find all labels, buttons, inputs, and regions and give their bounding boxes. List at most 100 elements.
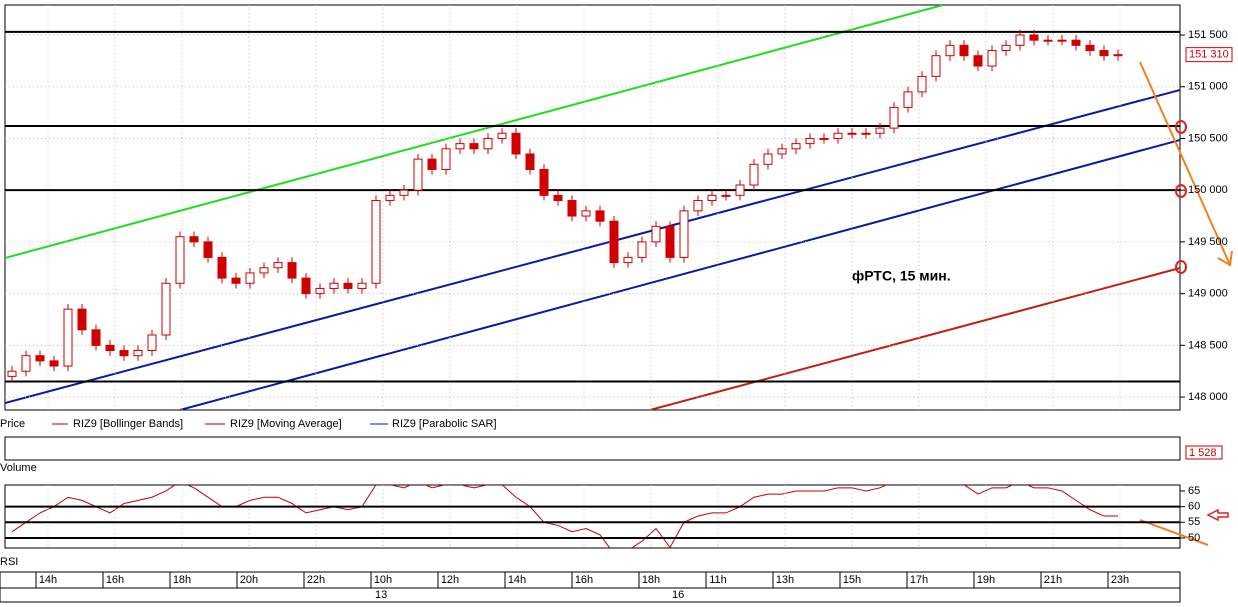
x-tick-label: 16h [575,574,593,586]
candle-body [1057,39,1067,42]
candle-body [959,44,969,57]
candle-body [651,225,661,243]
candle-body [315,287,325,295]
trend-line [649,267,1180,410]
x-tick-label: 21h [1044,574,1062,586]
candle-body [707,194,717,202]
candle-body [609,220,619,264]
candle-body [777,148,787,155]
price-panel [4,4,1181,411]
candle-body [371,200,381,284]
x-tick-label: 11h [709,574,727,586]
candle-body [693,200,703,212]
candle-body [511,132,521,155]
candle-body [665,225,675,258]
candle-body [1029,34,1039,41]
candle-body [721,194,731,197]
candle-body [35,355,45,362]
x-tick-label: 16h [106,574,124,586]
candle-body [623,256,633,264]
x-tick-label: 19h [977,574,995,586]
candle-body [175,236,185,284]
trend-line [179,139,1180,410]
x-tick-label: 22h [307,574,325,586]
x-tick-label: 20h [240,574,258,586]
y-tick-label: 149 500 [1188,236,1228,248]
candle-body [427,158,437,170]
candle-body [875,127,885,134]
volume-last: 1 528 [1189,447,1217,459]
candle-body [259,267,269,274]
candle-body [917,75,927,93]
x-tick-label: 14h [39,574,57,586]
last-price: 151 310 [1189,49,1229,61]
candle-body [133,350,143,357]
y-tick-label: 150 000 [1188,184,1228,196]
rsi-tick-label: 50 [1188,532,1200,544]
candle-body [63,308,73,367]
rsi-plot [11,485,1118,548]
legend-bollinger: RIZ9 [Bollinger Bands] [73,418,183,430]
candle-body [161,282,171,336]
candle-body [749,163,759,186]
candle-body [1099,50,1109,57]
candle-body [21,355,31,372]
candle-body [399,189,409,196]
candle-body [1043,39,1053,42]
candle-body [49,360,59,367]
x-tick-label: 18h [173,574,191,586]
rsi-panel [4,484,1181,549]
y-tick-label: 148 000 [1188,391,1228,403]
candle-body [637,241,647,258]
y-tick-label: 150 500 [1188,132,1228,144]
candle-body [819,137,829,140]
candle-body [987,50,997,67]
annotation: фРТС, 15 мин. [852,268,951,284]
candle-body [1001,44,1011,52]
candle-body [91,329,101,346]
candle-body [483,137,493,150]
rsi-line [11,485,1118,548]
trend-line [5,89,1180,404]
candle-body [735,184,745,196]
candle-body [595,210,605,222]
volume-last-box [1185,445,1223,460]
legend-sar: RIZ9 [Parabolic SAR] [392,418,497,430]
candle-body [1071,39,1081,46]
candle-body [525,153,535,170]
candle-body [119,350,129,357]
legend-ma: RIZ9 [Moving Average] [230,418,342,430]
x-tick-label: 17h [910,574,928,586]
candle-body [217,256,227,279]
volume-panel [4,436,1181,461]
rsi-tick-label: 60 [1188,501,1200,513]
candle-body [301,277,311,295]
trend-line [5,5,944,259]
rsi-tick-label: 55 [1188,516,1200,528]
candle-body [791,143,801,150]
rsi-tick-label: 65 [1188,485,1200,497]
y-tick-label: 149 000 [1188,288,1228,300]
x-tick-label: 12h [441,574,459,586]
candle-body [889,106,899,129]
candle-body [273,262,283,269]
candle-body [189,236,199,243]
candle-body [833,132,843,139]
x-tick-label: 18h [642,574,660,586]
candle-body [679,210,689,258]
x-tick-label: 23h [1111,574,1129,586]
rsi-title: RSI [0,556,18,568]
candle-body [1085,44,1095,52]
candle-body [847,132,857,135]
y-tick-label: 151 500 [1188,29,1228,41]
y-tick-label: 151 000 [1188,81,1228,93]
candle-body [581,210,591,217]
candle-body [1015,34,1025,46]
date-label: 13 [375,589,387,601]
time-axis [0,571,1181,603]
candle-body [245,272,255,284]
x-tick-label: 13h [776,574,794,586]
volume-title: Volume [0,462,37,474]
